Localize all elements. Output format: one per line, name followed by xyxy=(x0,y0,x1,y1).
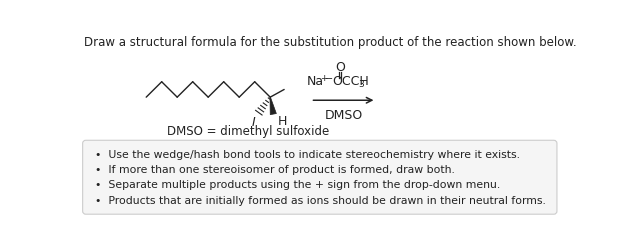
Text: OCCH: OCCH xyxy=(332,75,369,88)
Text: •  If more than one stereoisomer of product is formed, draw both.: • If more than one stereoisomer of produ… xyxy=(95,165,455,175)
Text: 3: 3 xyxy=(359,80,364,89)
Text: Na: Na xyxy=(306,75,324,88)
Text: −: − xyxy=(325,74,333,84)
FancyBboxPatch shape xyxy=(82,140,557,214)
Text: •  Products that are initially formed as ions should be drawn in their neutral f: • Products that are initially formed as … xyxy=(95,196,546,206)
Text: +: + xyxy=(319,74,328,83)
Text: DMSO = dimethyl sulfoxide: DMSO = dimethyl sulfoxide xyxy=(167,125,329,138)
Polygon shape xyxy=(270,97,276,115)
Text: I: I xyxy=(251,116,255,129)
Text: H: H xyxy=(278,115,287,128)
Text: Draw a structural formula for the substitution product of the reaction shown bel: Draw a structural formula for the substi… xyxy=(84,36,577,49)
Text: DMSO: DMSO xyxy=(324,110,363,122)
Text: O: O xyxy=(335,61,345,74)
Text: •  Separate multiple products using the + sign from the drop-down menu.: • Separate multiple products using the +… xyxy=(95,180,500,190)
Text: •  Use the wedge/hash bond tools to indicate stereochemistry where it exists.: • Use the wedge/hash bond tools to indic… xyxy=(95,149,520,159)
